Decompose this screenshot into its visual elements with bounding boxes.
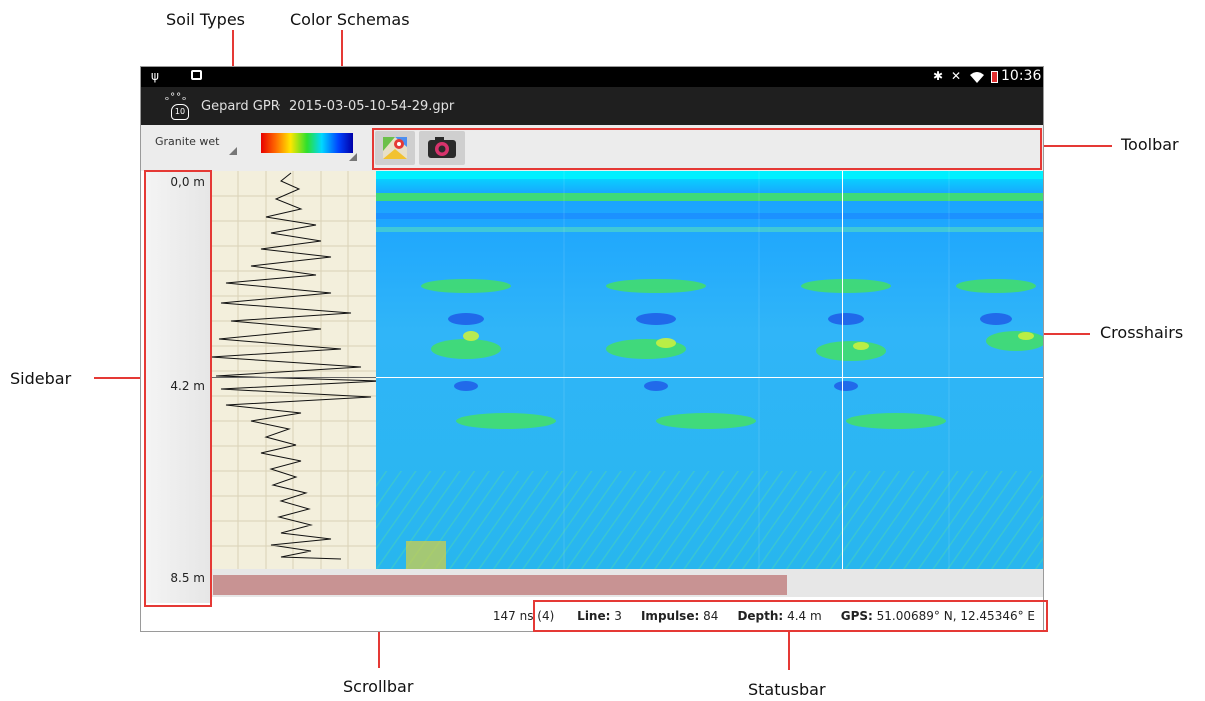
line-value: 3 <box>614 609 622 623</box>
battery-icon <box>991 71 998 83</box>
leader-toolbar <box>1042 145 1112 147</box>
info-text: 147 ns (4) Line: 3 Impulse: 84 Depth: 4.… <box>493 609 1035 623</box>
depth-sidebar[interactable]: 0,0 m 4.2 m 8.5 m <box>145 171 211 603</box>
wifi-icon <box>970 72 984 83</box>
impulse-value: 84 <box>703 609 719 623</box>
device-screen: ψ ✱ ✕ 10:36 ₒ°°ₒ 10 Gepard GPR · 2015-03… <box>140 66 1044 632</box>
clock-time: 10:36 <box>1001 68 1042 84</box>
depth-value: 4.4 m <box>787 609 822 623</box>
crosshair-horizontal <box>376 377 1043 378</box>
depth-label-top: 0,0 m <box>170 175 205 189</box>
soil-type-select[interactable]: Granite wet <box>149 131 239 155</box>
callout-scrollbar: Scrollbar <box>343 677 414 696</box>
file-name: 2015-03-05-10-54-29.gpr <box>289 99 455 114</box>
trace-panel[interactable] <box>211 171 376 569</box>
radargram-view[interactable] <box>376 171 1043 569</box>
gps-label: GPS: <box>840 609 873 623</box>
info-statusbar: 147 ns (4) Line: 3 Impulse: 84 Depth: 4.… <box>141 603 1043 631</box>
depth-label-bottom: 8.5 m <box>170 571 205 585</box>
usb-icon: ψ <box>151 69 159 83</box>
color-gradient-swatch <box>261 133 353 153</box>
radargram-image <box>376 171 1043 569</box>
maps-button[interactable] <box>375 131 415 165</box>
time-index: (4) <box>537 609 555 623</box>
crosshair-vertical <box>842 171 843 569</box>
app-logo[interactable]: ₒ°°ₒ 10 <box>165 92 195 120</box>
depth-label: Depth: <box>737 609 784 623</box>
briefcase-icon <box>191 70 202 80</box>
color-schema-select[interactable] <box>261 133 357 161</box>
scrollbar-track[interactable] <box>211 569 1043 597</box>
callout-color-schemas: Color Schemas <box>290 10 410 29</box>
controls-row: Granite wet <box>141 125 1043 171</box>
leader-statusbar <box>788 632 790 670</box>
soil-type-value: Granite wet <box>155 135 220 148</box>
leader-sidebar <box>94 377 144 379</box>
android-status-bar: ψ ✱ ✕ 10:36 <box>141 67 1043 87</box>
crosshair-horizontal-trace <box>211 377 376 378</box>
mute-icon: ✕ <box>951 69 962 83</box>
amplitude-trace <box>211 172 376 560</box>
gps-value: 51.00689° N, 12.45346° E <box>876 609 1035 623</box>
title-separator: · <box>277 99 282 114</box>
app-action-bar: ₒ°°ₒ 10 Gepard GPR · 2015-03-05-10-54-29… <box>141 87 1043 125</box>
paw-dots-icon: ₒ°°ₒ <box>165 92 188 103</box>
callout-toolbar: Toolbar <box>1121 135 1179 154</box>
scrollbar-thumb[interactable] <box>213 575 787 595</box>
dropdown-corner-icon <box>349 153 357 161</box>
depth-label-middle: 4.2 m <box>170 379 205 393</box>
line-label: Line: <box>577 609 611 623</box>
bluetooth-icon: ✱ <box>933 69 944 83</box>
paw-pad-icon: 10 <box>171 104 189 120</box>
callout-soil-types: Soil Types <box>166 10 246 29</box>
camera-button[interactable] <box>419 131 465 165</box>
maps-icon <box>383 137 407 159</box>
impulse-label: Impulse: <box>640 609 700 623</box>
time-ns: 147 ns <box>492 609 534 623</box>
toolbar <box>373 125 1043 171</box>
callout-statusbar: Statusbar <box>748 680 826 699</box>
callout-crosshairs: Crosshairs <box>1100 323 1184 342</box>
dropdown-corner-icon <box>229 147 237 155</box>
app-title: Gepard GPR <box>201 99 280 114</box>
camera-icon <box>428 137 456 158</box>
callout-sidebar: Sidebar <box>10 369 72 388</box>
